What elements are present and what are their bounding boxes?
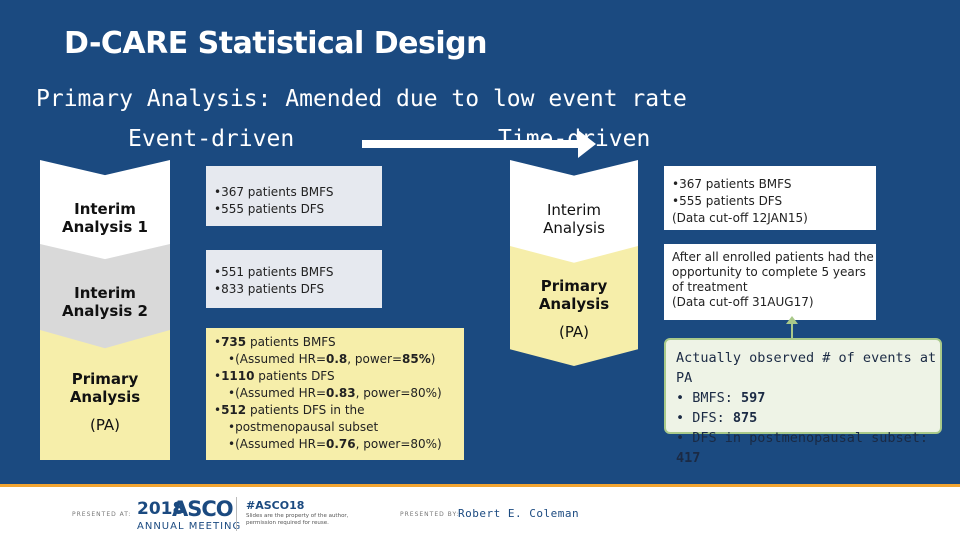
chevron-line: (PA) <box>89 416 121 434</box>
chevron-line: Analysis 2 <box>62 302 148 320</box>
event-driven-label: Event-driven <box>128 126 295 152</box>
list-item: • DFS: 875 <box>676 410 758 426</box>
list-item: 555 patients DFS <box>672 193 876 210</box>
footer-bar: PRESENTED AT: 2018 ASCO ANNUAL MEETING #… <box>0 484 960 540</box>
asco-logo: ASCO <box>172 497 234 521</box>
list-item: 833 patients DFS <box>214 281 382 298</box>
chevron-line: Primary <box>540 277 608 295</box>
list-item: 551 patients BMFS <box>214 264 382 281</box>
data-cutoff-note: (Data cut-off 31AUG17) <box>672 295 814 309</box>
footer-divider <box>236 497 237 531</box>
list-item: 367 patients BMFS <box>672 176 876 193</box>
list-subitem: (Assumed HR=0.8, power=85%) <box>214 351 464 368</box>
list-item: 367 patients BMFS <box>214 184 382 201</box>
presented-by-label: PRESENTED BY: <box>400 511 460 518</box>
list-subitem: (Assumed HR=0.83, power=80%) <box>214 385 464 402</box>
chevron-interim-analysis-2: Interim Analysis 2 <box>40 244 170 352</box>
chevron-line: Interim <box>547 201 601 219</box>
chevron-line: Analysis <box>69 388 141 406</box>
list-subitem: (Assumed HR=0.76, power=80%) <box>214 436 464 453</box>
chevron-line: Interim <box>74 200 136 218</box>
asco-logo-year: 2018 <box>137 499 185 519</box>
annual-meeting-label: ANNUAL MEETING <box>137 521 242 532</box>
time-driven-label: Time-driven <box>498 126 651 152</box>
list-item: 735 patients BMFS <box>214 334 464 351</box>
chevron-line: Interim <box>74 284 136 302</box>
presenter-name: Robert E. Coleman <box>458 507 580 520</box>
primary-analysis-box: 735 patients BMFS (Assumed HR=0.8, power… <box>206 328 464 460</box>
slide-property-note: Slides are the property of the author, p… <box>246 513 349 526</box>
slide-title: D-CARE Statistical Design <box>64 26 487 61</box>
chevron-line: Analysis <box>543 219 605 237</box>
treatment-description: After all enrolled patients had the oppo… <box>672 250 874 294</box>
time-interim-box: 367 patients BMFS 555 patients DFS (Data… <box>664 166 876 230</box>
data-cutoff-note: (Data cut-off 12JAN15) <box>672 211 808 225</box>
list-item: • DFS in postmenopausal subset: 417 <box>676 430 928 466</box>
transition-arrow-shaft <box>362 140 582 148</box>
chevron-primary-analysis: Primary Analysis (PA) <box>40 330 170 460</box>
list-item: 555 patients DFS <box>214 201 382 218</box>
list-item: 1110 patients DFS <box>214 368 464 385</box>
chevron-primary-analysis-time: Primary Analysis (PA) <box>510 246 638 366</box>
up-arrow-icon <box>786 316 798 324</box>
transition-arrow-icon <box>578 130 596 158</box>
list-subitem: postmenopausal subset <box>214 419 464 436</box>
interim-2-box: 551 patients BMFS 833 patients DFS <box>206 250 382 308</box>
chevron-line: Analysis 1 <box>62 218 148 236</box>
list-item: • BMFS: 597 <box>676 390 766 406</box>
observed-events-box: Actually observed # of events at PA • BM… <box>664 338 942 466</box>
presented-at-label: PRESENTED AT: <box>72 511 132 518</box>
up-arrow-shaft <box>791 320 793 342</box>
chevron-line: Primary <box>71 370 139 388</box>
chevron-line: (PA) <box>558 323 590 341</box>
interim-1-box: 367 patients BMFS 555 patients DFS <box>206 166 382 226</box>
list-item: 512 patients DFS in the <box>214 402 464 419</box>
hashtag-label: #ASCO18 <box>246 499 305 512</box>
primary-analysis-heading: Primary Analysis: Amended due to low eve… <box>36 86 687 112</box>
time-primary-box: After all enrolled patients had the oppo… <box>664 244 876 320</box>
chevron-line: Analysis <box>538 295 610 313</box>
observed-events-heading: Actually observed # of events at PA <box>676 350 937 386</box>
